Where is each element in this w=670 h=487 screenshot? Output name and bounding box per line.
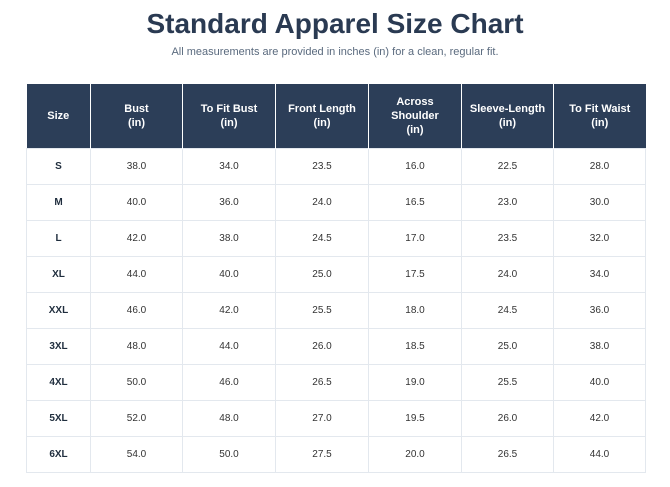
measurement-cell: 50.0 bbox=[90, 364, 183, 401]
table-row: XXL 46.0 42.0 25.5 18.0 24.5 36.0 bbox=[26, 292, 646, 329]
measurement-cell: 42.0 bbox=[553, 400, 646, 437]
measurement-cell: 25.0 bbox=[461, 328, 554, 365]
page-subtitle: All measurements are provided in inches … bbox=[171, 46, 499, 58]
size-label-cell: 5XL bbox=[26, 400, 91, 437]
measurement-cell: 23.0 bbox=[461, 184, 554, 221]
table-row: 4XL 50.0 46.0 26.5 19.0 25.5 40.0 bbox=[26, 364, 646, 401]
measurement-cell: 22.5 bbox=[461, 148, 554, 185]
table-row: L 42.0 38.0 24.5 17.0 23.5 32.0 bbox=[26, 220, 646, 257]
header-bust: Bust (in) bbox=[90, 84, 183, 149]
measurement-cell: 34.0 bbox=[182, 148, 276, 185]
size-label-cell: S bbox=[26, 148, 91, 185]
header-across-shoulder: Across Shoulder (in) bbox=[368, 84, 462, 149]
measurement-cell: 20.0 bbox=[368, 436, 462, 473]
measurement-cell: 26.0 bbox=[461, 400, 554, 437]
measurement-cell: 38.0 bbox=[182, 220, 276, 257]
measurement-cell: 42.0 bbox=[90, 220, 183, 257]
measurement-cell: 38.0 bbox=[90, 148, 183, 185]
measurement-cell: 19.0 bbox=[368, 364, 462, 401]
measurement-cell: 48.0 bbox=[182, 400, 276, 437]
header-front-length: Front Length (in) bbox=[275, 84, 369, 149]
size-label-cell: 6XL bbox=[26, 436, 91, 473]
measurement-cell: 28.0 bbox=[553, 148, 646, 185]
size-chart-table: Size Bust (in) To Fit Bust (in) Front Length(… bbox=[26, 84, 646, 473]
measurement-cell: 46.0 bbox=[90, 292, 183, 329]
measurement-cell: 44.0 bbox=[90, 256, 183, 293]
measurement-cell: 18.5 bbox=[368, 328, 462, 365]
header-sleeve-length: Sleeve-Length (in) bbox=[461, 84, 554, 149]
measurement-cell: 27.0 bbox=[275, 400, 369, 437]
measurement-cell: 46.0 bbox=[182, 364, 276, 401]
table-row: 5XL 52.0 48.0 27.0 19.5 26.0 42.0 bbox=[26, 400, 646, 437]
measurement-cell: 25.0 bbox=[275, 256, 369, 293]
table-row: 6XL 54.0 50.0 27.5 20.0 26.5 44.0 bbox=[26, 436, 646, 473]
measurement-cell: 50.0 bbox=[182, 436, 276, 473]
table-header-row: Size Bust (in) To Fit Bust (in) Front Length(… bbox=[26, 84, 646, 149]
header-to-fit-bust: To Fit Bust (in) bbox=[182, 84, 276, 149]
measurement-cell: 44.0 bbox=[182, 328, 276, 365]
measurement-cell: 17.5 bbox=[368, 256, 462, 293]
measurement-cell: 16.0 bbox=[368, 148, 462, 185]
measurement-cell: 40.0 bbox=[553, 364, 646, 401]
measurement-cell: 40.0 bbox=[182, 256, 276, 293]
measurement-cell: 17.0 bbox=[368, 220, 462, 257]
size-label-cell: XXL bbox=[26, 292, 91, 329]
measurement-cell: 36.0 bbox=[553, 292, 646, 329]
table-row: 3XL 48.0 44.0 26.0 18.5 25.0 38.0 bbox=[26, 328, 646, 365]
size-label-cell: 4XL bbox=[26, 364, 91, 401]
measurement-cell: 26.0 bbox=[275, 328, 369, 365]
table-row: S 38.0 34.0 23.5 16.0 22.5 28.0 bbox=[26, 148, 646, 185]
size-label-cell: L bbox=[26, 220, 91, 257]
measurement-cell: 25.5 bbox=[275, 292, 369, 329]
measurement-cell: 54.0 bbox=[90, 436, 183, 473]
measurement-cell: 24.5 bbox=[461, 292, 554, 329]
measurement-cell: 52.0 bbox=[90, 400, 183, 437]
size-label-cell: XL bbox=[26, 256, 91, 293]
size-label-cell: M bbox=[26, 184, 91, 221]
measurement-cell: 30.0 bbox=[553, 184, 646, 221]
table-row: M 40.0 36.0 24.0 16.5 23.0 30.0 bbox=[26, 184, 646, 221]
measurement-cell: 44.0 bbox=[553, 436, 646, 473]
measurement-cell: 23.5 bbox=[461, 220, 554, 257]
measurement-cell: 42.0 bbox=[182, 292, 276, 329]
measurement-cell: 25.5 bbox=[461, 364, 554, 401]
measurement-cell: 40.0 bbox=[90, 184, 183, 221]
measurement-cell: 18.0 bbox=[368, 292, 462, 329]
measurement-cell: 36.0 bbox=[182, 184, 276, 221]
measurement-cell: 48.0 bbox=[90, 328, 183, 365]
page-title: Standard Apparel Size Chart bbox=[146, 8, 524, 39]
measurement-cell: 26.5 bbox=[461, 436, 554, 473]
measurement-cell: 32.0 bbox=[553, 220, 646, 257]
measurement-cell: 26.5 bbox=[275, 364, 369, 401]
header-size: Size bbox=[26, 84, 91, 149]
size-label-cell: 3XL bbox=[26, 328, 91, 365]
measurement-cell: 24.0 bbox=[275, 184, 369, 221]
measurement-cell: 24.5 bbox=[275, 220, 369, 257]
measurement-cell: 16.5 bbox=[368, 184, 462, 221]
measurement-cell: 24.0 bbox=[461, 256, 554, 293]
measurement-cell: 23.5 bbox=[275, 148, 369, 185]
measurement-cell: 19.5 bbox=[368, 400, 462, 437]
header-to-fit-waist: To Fit Waist (in) bbox=[553, 84, 646, 149]
measurement-cell: 38.0 bbox=[553, 328, 646, 365]
measurement-cell: 27.5 bbox=[275, 436, 369, 473]
table-row: XL 44.0 40.0 25.0 17.5 24.0 34.0 bbox=[26, 256, 646, 293]
measurement-cell: 34.0 bbox=[553, 256, 646, 293]
